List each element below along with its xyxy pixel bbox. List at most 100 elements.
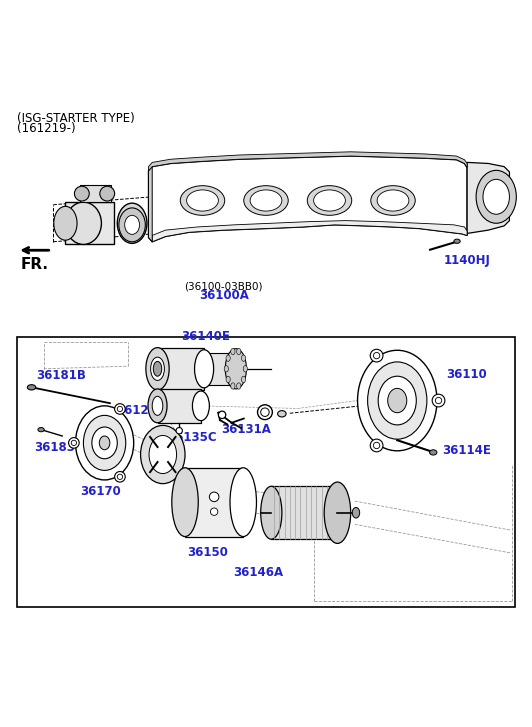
Text: 36140E: 36140E <box>181 330 230 343</box>
Circle shape <box>114 472 125 482</box>
Text: 36181B: 36181B <box>36 369 86 382</box>
Ellipse shape <box>352 507 360 518</box>
Text: 36131A: 36131A <box>221 423 271 435</box>
Ellipse shape <box>476 170 517 223</box>
Bar <box>157 348 204 390</box>
Circle shape <box>370 349 383 362</box>
Ellipse shape <box>371 185 415 215</box>
Ellipse shape <box>454 239 460 244</box>
Ellipse shape <box>243 366 247 372</box>
Ellipse shape <box>230 467 256 537</box>
Text: 36110: 36110 <box>446 368 487 380</box>
Bar <box>65 202 114 244</box>
Bar <box>157 389 201 423</box>
Ellipse shape <box>261 486 282 539</box>
Ellipse shape <box>146 348 169 390</box>
Text: 36146A: 36146A <box>233 566 283 579</box>
Circle shape <box>211 508 218 515</box>
Text: 36170: 36170 <box>80 485 121 498</box>
Ellipse shape <box>237 348 241 355</box>
Text: 36150: 36150 <box>187 546 228 559</box>
Circle shape <box>114 403 125 414</box>
Circle shape <box>117 406 122 411</box>
Circle shape <box>261 408 269 417</box>
Circle shape <box>69 438 79 448</box>
Ellipse shape <box>224 366 228 372</box>
Bar <box>204 353 236 385</box>
Polygon shape <box>464 162 510 236</box>
Circle shape <box>435 398 442 403</box>
Ellipse shape <box>358 350 437 451</box>
Ellipse shape <box>324 482 351 544</box>
Ellipse shape <box>140 425 185 483</box>
Ellipse shape <box>378 376 417 425</box>
Bar <box>271 486 337 539</box>
Ellipse shape <box>27 385 36 390</box>
Ellipse shape <box>92 427 117 459</box>
Circle shape <box>71 441 77 446</box>
Ellipse shape <box>231 348 235 355</box>
Ellipse shape <box>483 180 510 214</box>
Ellipse shape <box>74 186 89 201</box>
Ellipse shape <box>180 185 225 215</box>
Circle shape <box>218 411 226 419</box>
Ellipse shape <box>65 202 102 244</box>
Bar <box>185 467 243 537</box>
Circle shape <box>176 427 182 434</box>
Ellipse shape <box>307 185 352 215</box>
Ellipse shape <box>99 436 110 450</box>
Text: 1140HJ: 1140HJ <box>443 254 490 268</box>
Ellipse shape <box>429 450 437 455</box>
Ellipse shape <box>278 411 286 417</box>
Text: (161219-): (161219-) <box>17 121 76 134</box>
Ellipse shape <box>117 203 147 244</box>
Text: 36100A: 36100A <box>199 289 248 302</box>
Ellipse shape <box>153 361 162 376</box>
Ellipse shape <box>187 190 218 211</box>
Circle shape <box>257 405 272 419</box>
Ellipse shape <box>250 190 282 211</box>
Ellipse shape <box>100 186 114 201</box>
Circle shape <box>117 474 122 479</box>
Ellipse shape <box>151 357 164 380</box>
Ellipse shape <box>244 185 288 215</box>
Ellipse shape <box>242 377 246 382</box>
Ellipse shape <box>225 349 246 389</box>
Ellipse shape <box>119 208 145 242</box>
Ellipse shape <box>231 383 235 389</box>
Circle shape <box>432 394 445 407</box>
Circle shape <box>370 439 383 451</box>
Polygon shape <box>152 220 467 242</box>
Ellipse shape <box>237 383 241 389</box>
Ellipse shape <box>172 467 198 537</box>
Ellipse shape <box>226 377 230 382</box>
Ellipse shape <box>314 190 345 211</box>
Ellipse shape <box>149 435 177 473</box>
Polygon shape <box>148 156 467 242</box>
Circle shape <box>373 353 380 359</box>
Bar <box>17 337 515 607</box>
Ellipse shape <box>377 190 409 211</box>
Ellipse shape <box>148 389 167 423</box>
Ellipse shape <box>195 350 214 387</box>
Bar <box>80 185 112 202</box>
Circle shape <box>210 492 219 502</box>
Ellipse shape <box>38 427 44 432</box>
Ellipse shape <box>226 355 230 361</box>
Ellipse shape <box>124 215 139 234</box>
Ellipse shape <box>242 355 246 361</box>
Text: 36114E: 36114E <box>442 444 491 457</box>
Circle shape <box>373 442 380 449</box>
Ellipse shape <box>84 415 126 470</box>
Polygon shape <box>148 166 152 242</box>
Text: FR.: FR. <box>20 257 48 272</box>
Ellipse shape <box>368 362 427 439</box>
Ellipse shape <box>388 388 407 413</box>
Ellipse shape <box>54 206 77 240</box>
Ellipse shape <box>193 391 210 421</box>
Text: (36100-03BB0): (36100-03BB0) <box>185 282 263 292</box>
Text: (ISG-STARTER TYPE): (ISG-STARTER TYPE) <box>17 112 135 125</box>
Text: 36183: 36183 <box>34 441 75 454</box>
Ellipse shape <box>152 396 163 415</box>
Text: 36135C: 36135C <box>167 431 217 444</box>
